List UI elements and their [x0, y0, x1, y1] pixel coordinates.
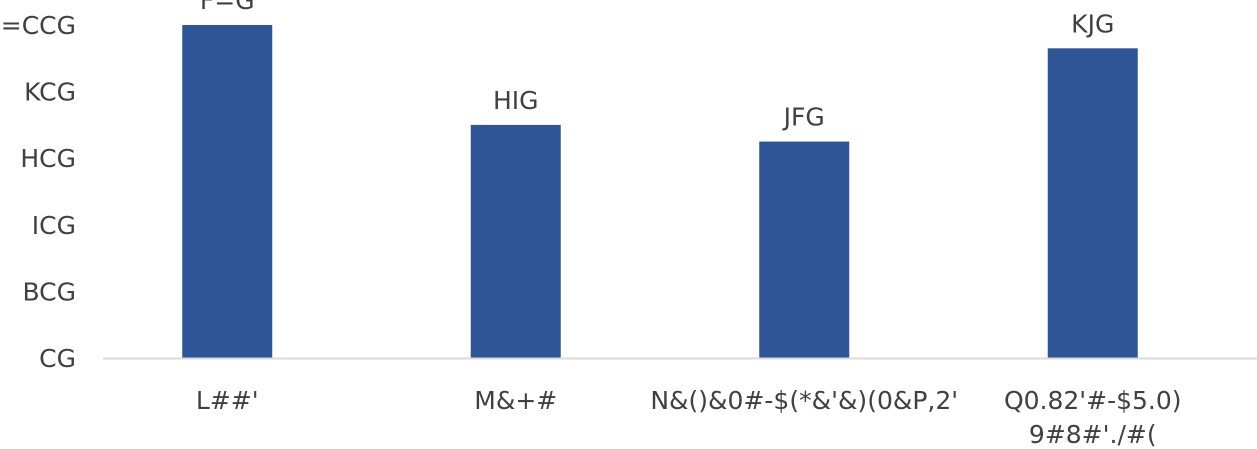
bar — [1047, 48, 1138, 359]
bar — [470, 124, 561, 359]
category-label: N&()&0#-$(*&'&)(0&P,2' — [650, 386, 958, 415]
y-tick-label: KCG — [24, 78, 76, 107]
bar — [182, 25, 273, 358]
y-tick-label: HCG — [20, 144, 76, 173]
data-label: F=G — [200, 0, 255, 15]
category-label: Q0.82'#-$5.0) 9#8#'./#( — [1004, 386, 1182, 449]
bars — [182, 25, 1138, 359]
y-tick-label: CG — [39, 344, 76, 373]
data-label: JFG — [782, 103, 825, 132]
y-tick-label: =CCG — [1, 11, 76, 40]
data-label: KJG — [1071, 9, 1114, 38]
y-tick-label: BCG — [22, 277, 76, 306]
category-labels: L##' M&+# N&()&0#-$(*&'&)(0&P,2' Q0.82'#-$5… — [196, 386, 1182, 449]
category-label: M&+# — [474, 386, 557, 415]
y-axis-ticks: CG BCG ICG HCG KCG =CCG — [1, 11, 76, 373]
data-labels: F=G HIG JFG KJG — [200, 0, 1114, 132]
y-tick-label: ICG — [32, 211, 76, 240]
category-label: L##' — [196, 386, 259, 415]
bar — [759, 141, 850, 358]
data-label: HIG — [493, 86, 539, 115]
